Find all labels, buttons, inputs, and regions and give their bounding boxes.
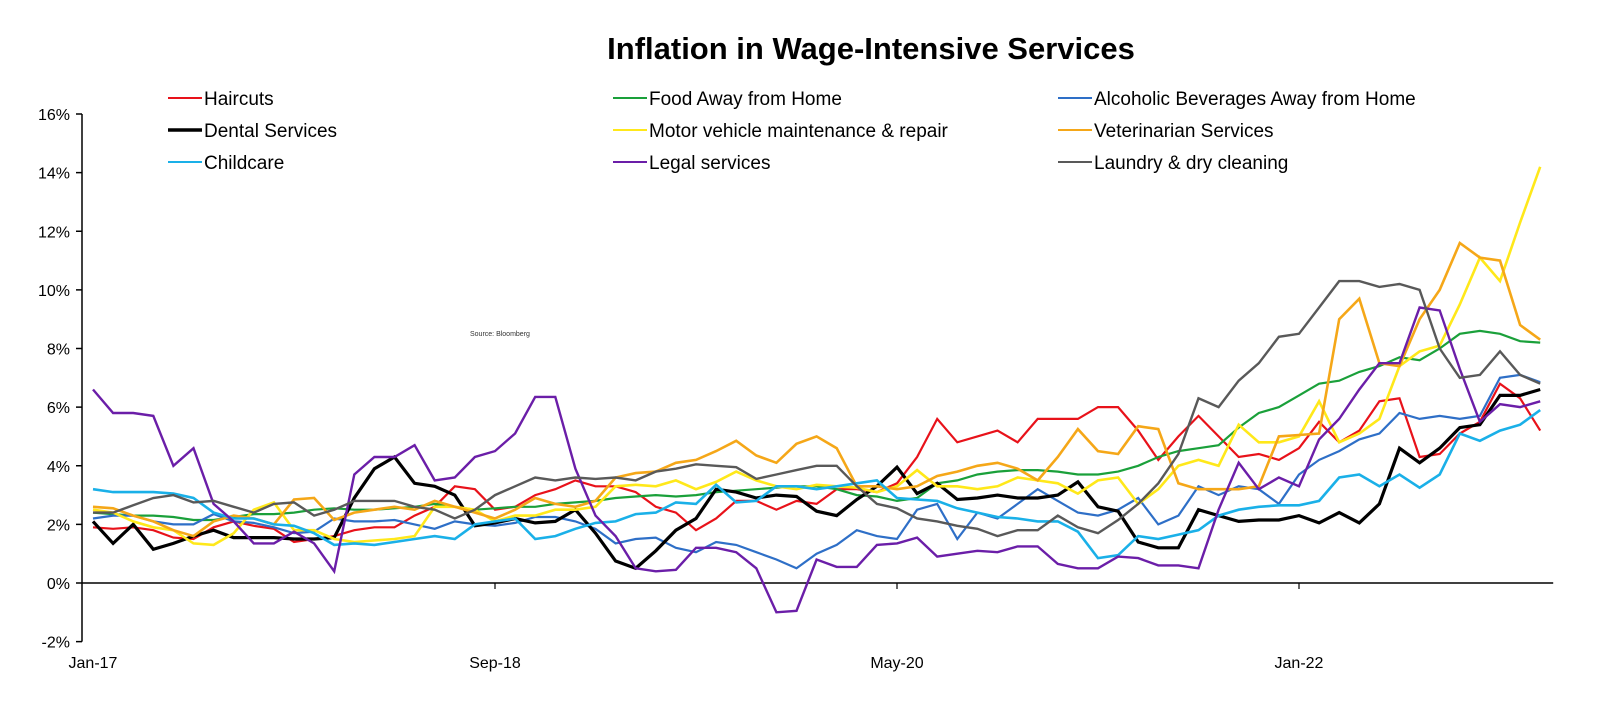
legend-item-legal-services: Legal services: [613, 153, 770, 174]
legend-label: Dental Services: [204, 121, 337, 142]
x-tick-label: Jan-22: [1275, 655, 1324, 672]
legend-label: Legal services: [649, 153, 770, 174]
source-annotation: Source: Bloomberg: [470, 331, 530, 338]
y-tick-label: 8%: [47, 342, 70, 359]
legend: Haircuts Food Away from Home Alcoholic Bev…: [168, 89, 1416, 174]
legend-item-veterinarian-services: Veterinarian Services: [1058, 121, 1274, 142]
series-line-legal-services: [92, 306, 1541, 614]
y-tick-label: -2%: [42, 635, 70, 652]
legend-label: Motor vehicle maintenance & repair: [649, 121, 949, 142]
x-tick-label: Sep-18: [469, 655, 521, 672]
legend-item-alcoholic-beverages-away-from-home: Alcoholic Beverages Away from Home: [1058, 89, 1416, 110]
y-tick-label: 10%: [38, 283, 70, 300]
series-line-laundry-and-dry-cleaning: [93, 279, 1541, 538]
legend-label: Childcare: [204, 153, 284, 174]
legend-label: Alcoholic Beverages Away from Home: [1094, 89, 1416, 110]
legend-item-childcare: Childcare: [168, 153, 284, 174]
y-tick-label: 16%: [38, 107, 70, 124]
legend-label: Laundry & dry cleaning: [1094, 153, 1288, 174]
y-tick-label: 6%: [47, 400, 70, 417]
legend-item-food-away-from-home: Food Away from Home: [613, 89, 842, 110]
legend-label: Food Away from Home: [649, 89, 842, 110]
legend-item-laundry-and-dry-cleaning: Laundry & dry cleaning: [1058, 153, 1288, 174]
legend-item-dental-services: Dental Services: [168, 121, 337, 142]
series-line-motor-vehicle-maintenance-and-repair: [92, 166, 1542, 547]
y-axis: -2% 0% 2% 4% 6% 8% 10% 12% 14% 16%: [38, 107, 83, 652]
series-line-food-away-from-home: [92, 329, 1541, 522]
legend-item-haircuts: Haircuts: [168, 89, 274, 110]
y-tick-label: 2%: [47, 517, 70, 534]
x-tick-label: Jan-17: [69, 655, 118, 672]
y-tick-label: 14%: [38, 166, 70, 183]
series-lines: [91, 166, 1542, 614]
y-tick-label: 0%: [47, 576, 70, 593]
series-line-veterinarian-services: [92, 240, 1541, 538]
legend-label: Haircuts: [204, 89, 274, 110]
y-tick-label: 12%: [38, 224, 70, 241]
legend-item-motor-vehicle-maintenance-and-repair: Motor vehicle maintenance & repair: [613, 121, 949, 142]
legend-label: Veterinarian Services: [1094, 121, 1274, 142]
series-line-childcare: [92, 409, 1541, 560]
y-tick-label: 4%: [47, 459, 70, 476]
chart-title: Inflation in Wage-Intensive Services: [607, 31, 1135, 66]
x-axis: Jan-17 Sep-18 May-20 Jan-22: [69, 582, 1554, 672]
x-tick-label: May-20: [870, 655, 923, 672]
